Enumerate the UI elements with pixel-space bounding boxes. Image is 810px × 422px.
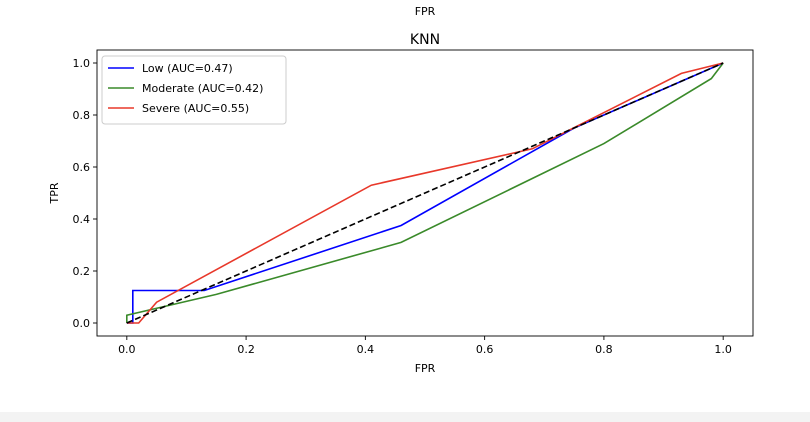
series-line-3: [126, 62, 724, 324]
x-tick-label: 1.0: [714, 343, 732, 356]
y-tick-label: 0.6: [73, 161, 91, 174]
legend: Low (AUC=0.47) Moderate (AUC=0.42) Severe …: [101, 55, 287, 125]
x-tick-label: 0.6: [476, 343, 494, 356]
x-tick-label: 0.8: [595, 343, 613, 356]
chart-title: KNN: [410, 32, 440, 48]
x-tick-label: 0.4: [357, 343, 375, 356]
series-line-2: [126, 62, 724, 323]
y-tick-label: 0.4: [73, 213, 91, 226]
legend-label-3: Severe (AUC=0.55): [142, 102, 249, 115]
x-tick-label: 0.2: [237, 343, 255, 356]
legend-label-2: Moderate (AUC=0.42): [142, 82, 263, 95]
plot-frame: [96, 49, 754, 337]
legend-label-1: Low (AUC=0.47): [142, 62, 233, 75]
diagonal-reference-line: [126, 62, 724, 324]
y-tick-label: 0.8: [73, 109, 91, 122]
figure-caption: FPR: [415, 5, 436, 18]
x-tick-label: 0.0: [118, 343, 136, 356]
x-axis-label: FPR: [415, 362, 436, 375]
legend-box: [101, 55, 287, 125]
y-tick-label: 0.2: [73, 265, 91, 278]
y-axis-label: TPR: [48, 182, 61, 204]
bottom-strip: [0, 412, 810, 422]
y-tick-label: 1.0: [73, 57, 91, 70]
plot-area: 0.0 0.2 0.4 0.6 0.8 1.0 0.0 0.2 0.4 0.6 0.8 1.0: [73, 49, 754, 356]
y-tick-label: 0.0: [73, 317, 91, 330]
